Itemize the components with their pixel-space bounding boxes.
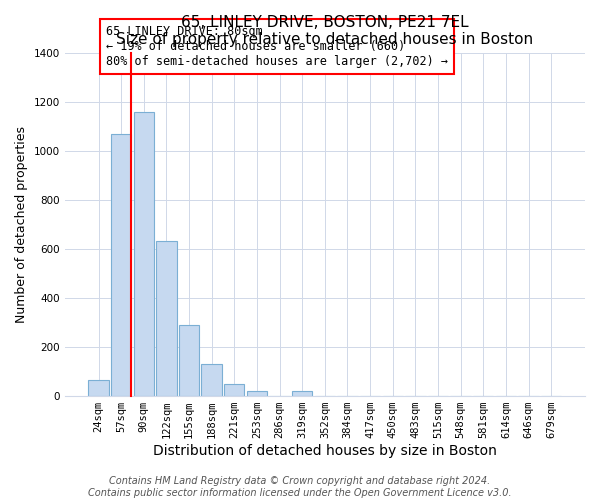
- Bar: [111, 134, 131, 396]
- Bar: [224, 384, 244, 396]
- Text: Contains HM Land Registry data © Crown copyright and database right 2024.
Contai: Contains HM Land Registry data © Crown c…: [88, 476, 512, 498]
- Bar: [156, 241, 176, 396]
- Bar: [179, 326, 199, 396]
- Bar: [247, 390, 267, 396]
- Bar: [134, 112, 154, 396]
- Bar: [292, 390, 313, 396]
- Bar: [202, 364, 222, 396]
- Title: 65, LINLEY DRIVE, BOSTON, PE21 7EL
Size of property relative to detached houses : 65, LINLEY DRIVE, BOSTON, PE21 7EL Size …: [116, 15, 533, 48]
- Text: 65 LINLEY DRIVE: 80sqm
← 19% of detached houses are smaller (660)
80% of semi-de: 65 LINLEY DRIVE: 80sqm ← 19% of detached…: [106, 26, 448, 68]
- Bar: [88, 380, 109, 396]
- Y-axis label: Number of detached properties: Number of detached properties: [15, 126, 28, 322]
- X-axis label: Distribution of detached houses by size in Boston: Distribution of detached houses by size …: [153, 444, 497, 458]
